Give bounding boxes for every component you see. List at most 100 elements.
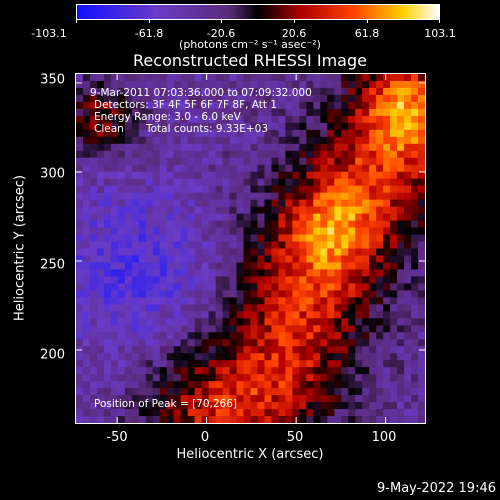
heatmap-cell [180, 108, 189, 117]
heatmap-cell [201, 318, 210, 326]
heatmap-cell [355, 115, 363, 124]
heatmap-cell [376, 248, 384, 256]
heatmap-cell [271, 164, 279, 173]
heatmap-cell [334, 381, 342, 389]
heatmap-cell [96, 332, 105, 340]
heatmap-cell [285, 129, 293, 138]
heatmap-cell [390, 206, 398, 214]
heatmap-cell [404, 283, 412, 291]
heatmap-cell [166, 171, 175, 180]
heatmap-cell [117, 213, 126, 221]
heatmap-cell [173, 220, 182, 228]
heatmap-cell [327, 276, 335, 284]
heatmap-cell [404, 94, 412, 103]
heatmap-cell [215, 115, 223, 124]
heatmap-cell [187, 234, 196, 242]
heatmap-cell [397, 409, 405, 417]
heatmap-cell [187, 325, 196, 333]
heatmap-cell [82, 94, 91, 103]
heatmap-cell [257, 213, 265, 221]
heatmap-cell [173, 339, 182, 347]
heatmap-cell [138, 241, 147, 249]
heatmap-cell [222, 185, 230, 194]
heatmap-cell [397, 185, 405, 194]
heatmap-cell [166, 367, 175, 375]
heatmap-cell [117, 297, 126, 305]
heatmap-cell [82, 129, 91, 138]
heatmap-cell [82, 74, 91, 82]
heatmap-cell [208, 199, 216, 208]
heatmap-cell [362, 416, 370, 423]
heatmap-cell [236, 269, 244, 277]
heatmap-cell [369, 311, 377, 319]
heatmap-cell [257, 325, 265, 333]
heatmap-cell [194, 171, 203, 180]
heatmap-cell [306, 192, 314, 201]
heatmap-cell [159, 290, 168, 298]
heatmap-cell [117, 101, 126, 110]
heatmap-cell [264, 409, 272, 417]
heatmap-cell [397, 374, 405, 382]
heatmap-cell [89, 346, 98, 354]
heatmap-cell [327, 227, 335, 235]
heatmap-cell [110, 248, 119, 256]
heatmap-cell [166, 185, 175, 194]
heatmap-cell [341, 199, 349, 208]
heatmap-cell [222, 346, 230, 354]
heatmap-cell [271, 367, 279, 375]
heatmap-cell [341, 248, 349, 256]
heatmap-cell [376, 374, 384, 382]
heatmap-cell [327, 220, 335, 228]
heatmap-cell [397, 150, 405, 159]
heatmap-cell [369, 332, 377, 340]
heatmap-cell [229, 276, 237, 284]
heatmap-cell [404, 353, 412, 361]
heatmap-cell [159, 227, 168, 235]
heatmap-cell [418, 164, 425, 173]
heatmap-cell [376, 157, 384, 166]
heatmap-cell [124, 325, 133, 333]
heatmap-cell [159, 94, 168, 103]
heatmap-cell [82, 241, 91, 249]
heatmap-cell [152, 227, 161, 235]
heatmap-cell [418, 178, 425, 187]
heatmap-cell [278, 297, 286, 305]
heatmap-cell [201, 185, 210, 194]
heatmap-cell [411, 192, 419, 201]
heatmap-cell [187, 297, 196, 305]
heatmap-cell [383, 297, 391, 305]
heatmap-cell [292, 269, 300, 277]
heatmap-cell [355, 346, 363, 354]
heatmap-cell [76, 339, 84, 347]
heatmap-cell [348, 374, 356, 382]
heatmap-cell [278, 388, 286, 396]
heatmap-cell [124, 185, 133, 194]
heatmap-cell [362, 367, 370, 375]
heatmap-cell [201, 290, 210, 298]
heatmap-cell [166, 346, 175, 354]
heatmap-cell [362, 346, 370, 354]
heatmap-cell [264, 101, 272, 110]
heatmap-cell [418, 115, 425, 124]
heatmap-cell [285, 276, 293, 284]
heatmap-cell [327, 318, 335, 326]
heatmap-cell [390, 164, 398, 173]
heatmap-cell [271, 227, 279, 235]
heatmap-cell [292, 262, 300, 270]
heatmap-cell [138, 374, 147, 382]
heatmap-cell [222, 136, 230, 145]
heatmap-cell [348, 136, 356, 145]
heatmap-cell [306, 388, 314, 396]
heatmap-cell [215, 304, 223, 312]
heatmap-cell [257, 220, 265, 228]
heatmap-cell [418, 241, 425, 249]
heatmap-cell [187, 213, 196, 221]
heatmap-cell [257, 157, 265, 166]
heatmap-cell [320, 395, 328, 403]
heatmap-cell [285, 234, 293, 242]
heatmap-cell [299, 234, 307, 242]
heatmap-cell [404, 192, 412, 201]
heatmap-cell [166, 206, 175, 214]
heatmap-cell [306, 360, 314, 368]
heatmap-cell [334, 318, 342, 326]
